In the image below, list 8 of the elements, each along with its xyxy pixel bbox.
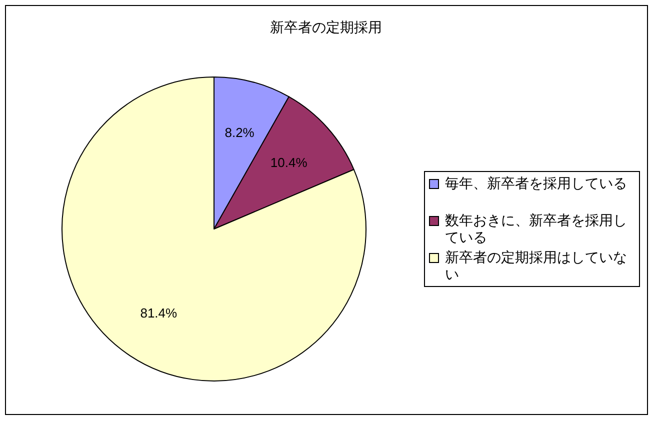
pie-slice	[62, 76, 366, 382]
legend-label: 新卒者の定期採用はしていない	[445, 249, 628, 283]
data-label: 81.4%	[140, 306, 178, 321]
legend-label: 毎年、新卒者を採用している	[445, 175, 628, 192]
data-label: 10.4%	[270, 155, 308, 170]
legend-label: 数年おきに、新卒者を採用している	[445, 212, 628, 246]
data-label: 8.2%	[224, 124, 255, 140]
chart-title: 新卒者の定期採用	[270, 19, 382, 35]
